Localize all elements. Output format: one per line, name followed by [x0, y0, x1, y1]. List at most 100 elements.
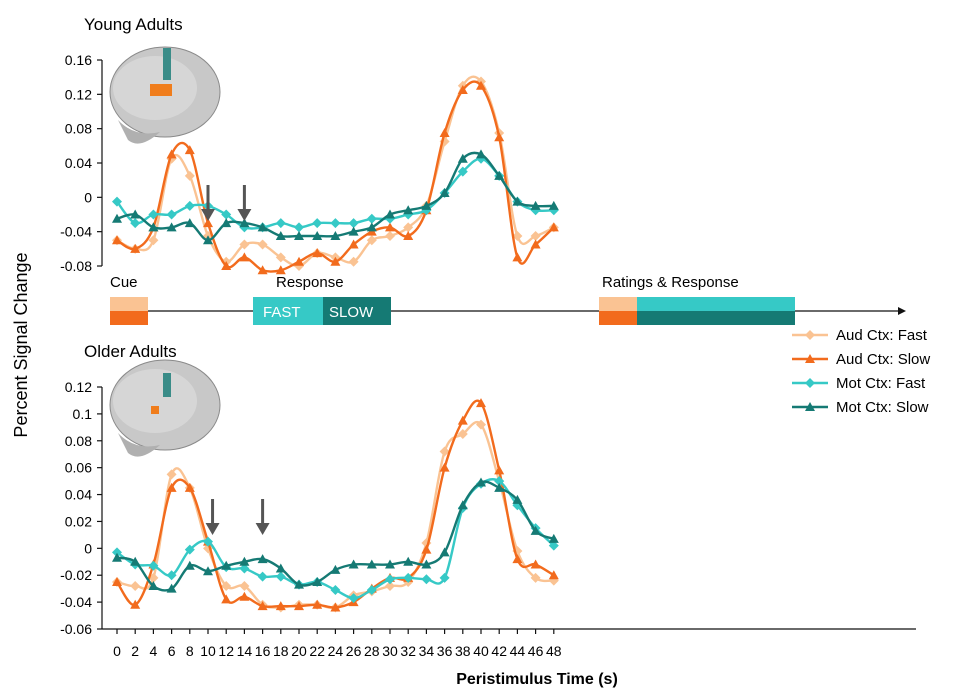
young-data-point	[494, 170, 505, 180]
older-data-point	[239, 563, 250, 574]
young-data-point	[239, 218, 250, 228]
young-data-point	[312, 248, 323, 258]
young-y-tick-label: 0.04	[65, 155, 92, 171]
slow-bar	[323, 297, 391, 325]
young-data-point	[184, 170, 195, 181]
older-data-point	[348, 593, 359, 604]
older-series-line	[116, 480, 555, 592]
young-data-point	[257, 239, 268, 250]
legend-label: Aud Ctx: Slow	[836, 351, 930, 368]
older-data-point	[548, 540, 559, 551]
young-data-point	[221, 218, 232, 228]
young-data-point	[512, 230, 523, 241]
young-series	[112, 75, 559, 275]
older-adults-panel: Older Adults 0.12 0.1 0.08 0.06 0.04 0.02 0 -0.…	[60, 342, 559, 637]
older-data-point	[112, 552, 122, 562]
older-data-point	[494, 482, 505, 492]
young-data-point	[348, 239, 359, 249]
older-data-point	[512, 494, 523, 504]
ratings-bar-dark	[637, 311, 795, 325]
older-data-point	[457, 415, 468, 425]
older-data-point	[148, 560, 159, 571]
x-tick-label: 10	[200, 643, 216, 659]
young-data-point	[166, 209, 177, 220]
x-axis-label: Peristimulus Time (s)	[456, 671, 618, 688]
young-data-point	[494, 132, 505, 142]
older-data-point	[130, 556, 141, 566]
young-data-point	[530, 239, 541, 249]
older-data-point	[203, 566, 213, 576]
x-tick-label: 12	[218, 643, 234, 659]
x-tick-label: 38	[455, 643, 471, 659]
older-data-point	[184, 544, 195, 555]
y-axis-label: Percent Signal Change	[11, 252, 31, 437]
older-data-point	[130, 599, 141, 609]
older-arrows	[205, 499, 270, 535]
young-data-point	[457, 85, 468, 95]
older-data-point	[112, 547, 122, 558]
x-tick-label: 42	[491, 643, 507, 659]
older-data-point	[184, 482, 195, 492]
young-data-point	[203, 235, 213, 245]
older-data-point	[239, 556, 250, 566]
older-data-point	[403, 556, 414, 566]
young-data-point	[348, 226, 359, 236]
older-data-point	[221, 580, 232, 591]
older-data-point	[239, 580, 250, 591]
young-data-point	[239, 252, 250, 262]
older-arrow-head	[255, 523, 270, 535]
older-data-point	[457, 429, 468, 440]
older-data-point	[221, 594, 232, 604]
legend-marker	[805, 330, 815, 340]
older-data-point	[385, 580, 395, 591]
older-y-tick-label: 0.02	[65, 513, 92, 529]
young-data-point	[439, 127, 450, 137]
fast-bar	[253, 297, 323, 325]
older-data-point	[257, 554, 268, 564]
older-data-point	[548, 533, 559, 543]
legend-marker	[805, 402, 815, 411]
older-y-tick-label: -0.06	[60, 621, 92, 637]
x-tick-label: 34	[419, 643, 435, 659]
x-tick-label: 48	[546, 643, 562, 659]
young-data-point	[221, 261, 232, 270]
timeline-arrowhead	[898, 307, 906, 315]
older-adults-title: Older Adults	[84, 342, 177, 361]
older-data-point	[275, 601, 286, 611]
young-arrow-head	[237, 209, 252, 221]
older-data-point	[221, 560, 232, 570]
young-data-point	[421, 200, 432, 210]
older-arrow-head	[205, 523, 220, 535]
ratings-bar-light	[637, 297, 795, 311]
x-tick-label: 46	[528, 643, 544, 659]
older-data-point	[312, 576, 323, 586]
older-data-point	[184, 560, 195, 570]
young-data-point	[439, 188, 450, 198]
young-data-point	[130, 243, 141, 253]
older-data-point	[275, 563, 286, 573]
young-data-point	[257, 222, 268, 232]
x-tick-label: 14	[237, 643, 253, 659]
young-data-point	[294, 222, 304, 233]
young-y-tick-label: -0.04	[60, 224, 92, 240]
young-data-point	[366, 222, 377, 232]
x-tick-label: 32	[400, 643, 416, 659]
older-y-tick-label: -0.04	[60, 594, 92, 610]
young-data-point	[457, 166, 468, 177]
young-data-point	[166, 222, 177, 232]
older-y-tick-label: 0	[84, 540, 92, 556]
older-data-point	[330, 585, 341, 596]
legend-label: Mot Ctx: Fast	[836, 375, 926, 392]
brain-icon-young	[109, 46, 221, 144]
young-data-point	[457, 153, 468, 163]
legend-marker	[805, 354, 815, 363]
young-data-point	[385, 209, 395, 219]
older-data-point	[348, 559, 359, 569]
older-data-point	[439, 547, 450, 557]
older-data-point	[494, 476, 505, 487]
legend-marker	[805, 378, 815, 388]
young-arrows	[201, 185, 252, 221]
older-data-point	[203, 536, 213, 547]
x-tick-label: 16	[255, 643, 271, 659]
slow-label: SLOW	[329, 304, 374, 321]
